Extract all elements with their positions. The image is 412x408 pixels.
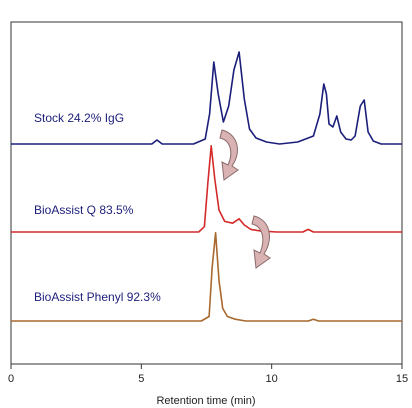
x-tick-label: 15 [396, 373, 408, 385]
curved-arrow-1 [219, 129, 239, 181]
series-line-1 [11, 51, 402, 145]
series-line-3 [11, 232, 402, 322]
plot-frame [10, 21, 403, 365]
series-line-2 [11, 145, 402, 233]
series-group [11, 51, 402, 322]
curved-arrow-2 [251, 215, 271, 269]
series-label-2: BioAssist Q 83.5% [34, 203, 134, 217]
series-labels: Stock 24.2% IgG BioAssist Q 83.5% BioAssis… [34, 111, 161, 304]
x-axis-title: Retention time (min) [156, 395, 255, 407]
series-label-3: BioAssist Phenyl 92.3% [34, 290, 161, 304]
x-tick-label: 0 [8, 373, 14, 385]
annotation-arrows [219, 129, 271, 269]
series-label-1: Stock 24.2% IgG [34, 111, 124, 125]
x-tick-label: 10 [266, 373, 278, 385]
x-axis: 0 5 10 15 [8, 364, 408, 385]
x-tick-label: 5 [138, 373, 144, 385]
